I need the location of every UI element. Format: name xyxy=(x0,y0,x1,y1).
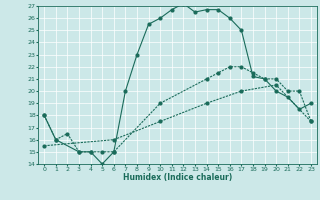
X-axis label: Humidex (Indice chaleur): Humidex (Indice chaleur) xyxy=(123,173,232,182)
